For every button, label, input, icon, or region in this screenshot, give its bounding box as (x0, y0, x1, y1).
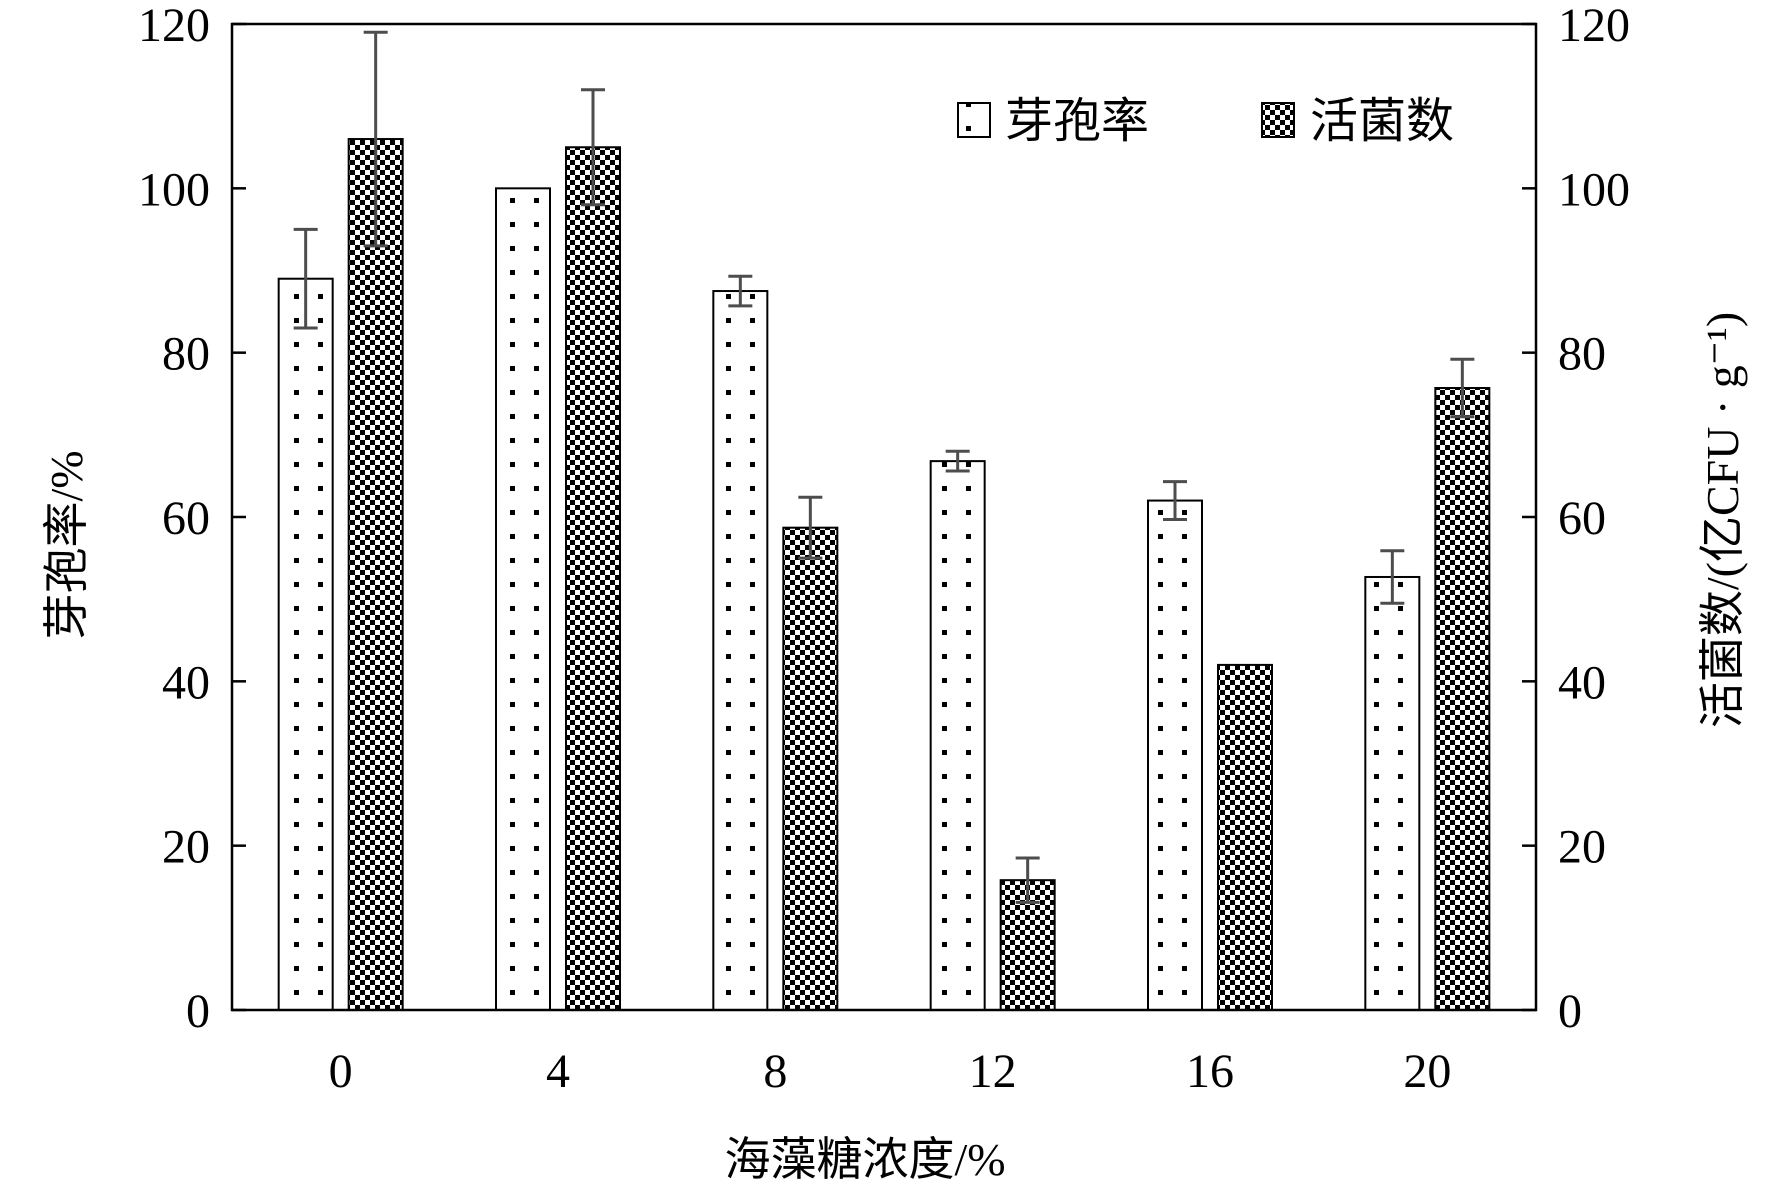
bar-spore-rate-20 (1364, 575, 1421, 1012)
bar-spore-rate-16 (1147, 499, 1203, 1011)
axes-layer: 0 20 40 60 80 100 120 0 20 40 60 80 100 120 0 4 8 12 16 20 (138, 0, 1630, 1098)
left-y-tick-label: 120 (138, 0, 210, 52)
right-y-tick-label: 120 (1558, 0, 1630, 52)
left-y-tick-label: 60 (162, 492, 210, 545)
left-y-axis-title: 芽孢率/% (41, 450, 92, 639)
bar-spore-rate-12 (929, 460, 986, 1012)
x-tick-label: 16 (1186, 1045, 1234, 1098)
x-tick-label: 8 (763, 1045, 787, 1098)
right-y-tick-label: 0 (1558, 985, 1582, 1038)
right-y-tick-label: 60 (1558, 492, 1606, 545)
legend: 芽孢率 活菌数 (957, 95, 1454, 148)
right-y-tick-label: 80 (1558, 328, 1606, 381)
right-y-axis-title: 活菌数/(亿CFU · g⁻¹) (1697, 312, 1748, 728)
legend-swatch-viable-count (1261, 102, 1295, 138)
x-tick-label: 0 (329, 1045, 353, 1098)
bar-spore-rate-4 (495, 187, 551, 1012)
x-tick-label: 12 (969, 1045, 1017, 1098)
legend-swatch-spore-rate (957, 102, 991, 138)
right-y-tick-label: 100 (1558, 163, 1630, 216)
left-y-tick-label: 0 (186, 985, 210, 1038)
right-y-tick-label: 40 (1558, 656, 1606, 709)
error-bars-layer (293, 30, 1475, 904)
bar-viable-count-16 (1217, 663, 1273, 1012)
bars-layer (277, 138, 1491, 1012)
bar-spore-rate-0 (277, 277, 334, 1011)
left-y-tick-label: 40 (162, 656, 210, 709)
x-axis-title: 海藻糖浓度/% (724, 1134, 1005, 1185)
bar-viable-count-4 (565, 146, 621, 1011)
bar-viable-count-8 (782, 526, 839, 1011)
plot-frame (230, 22, 1538, 1012)
bar-viable-count-20 (1434, 386, 1491, 1011)
bar-spore-rate-8 (712, 290, 769, 1011)
left-y-tick-label: 100 (138, 163, 210, 216)
x-tick-label: 4 (546, 1045, 570, 1098)
left-y-tick-label: 80 (162, 328, 210, 381)
legend-label-viable-count: 活菌数 (1310, 95, 1454, 148)
left-y-tick-label: 20 (162, 821, 210, 874)
x-tick-label: 20 (1403, 1045, 1451, 1098)
bar-viable-count-0 (347, 138, 404, 1012)
right-y-tick-label: 20 (1558, 821, 1606, 874)
legend-label-spore-rate: 芽孢率 (1005, 95, 1149, 148)
